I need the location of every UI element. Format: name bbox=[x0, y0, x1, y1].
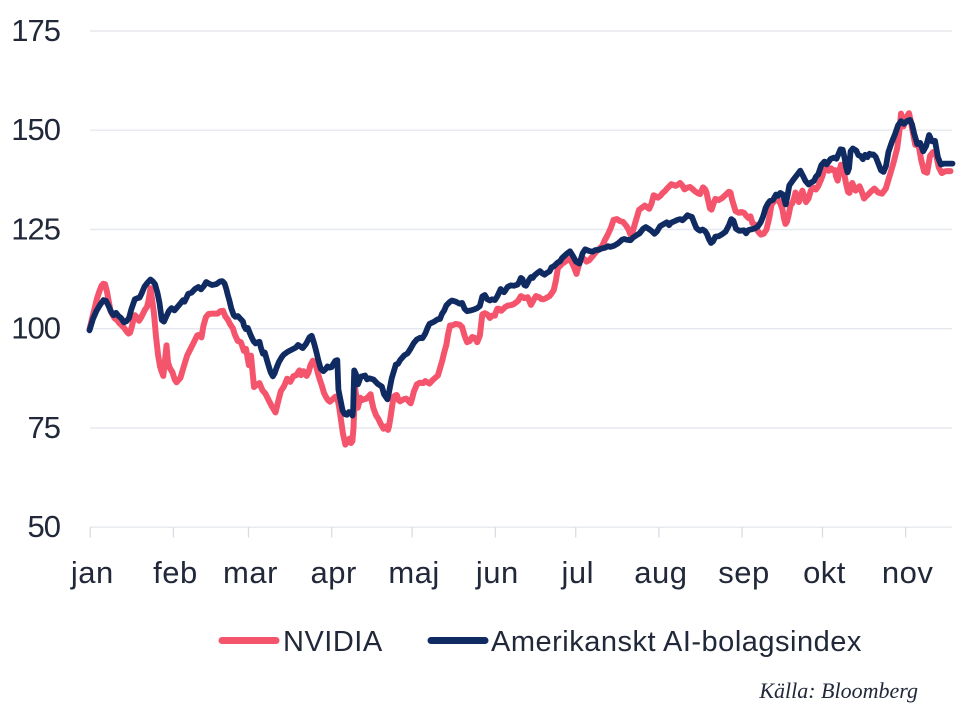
svg-text:150: 150 bbox=[11, 112, 60, 147]
svg-text:50: 50 bbox=[28, 509, 61, 544]
svg-text:maj: maj bbox=[388, 555, 439, 590]
svg-text:sep: sep bbox=[718, 555, 769, 590]
svg-text:jul: jul bbox=[560, 555, 594, 590]
svg-text:okt: okt bbox=[803, 555, 846, 590]
svg-text:nov: nov bbox=[882, 555, 933, 590]
svg-text:NVIDIA: NVIDIA bbox=[283, 626, 383, 658]
svg-text:Källa: Bloomberg: Källa: Bloomberg bbox=[758, 678, 918, 703]
svg-text:apr: apr bbox=[311, 555, 357, 590]
svg-text:jun: jun bbox=[475, 555, 519, 590]
svg-text:75: 75 bbox=[28, 410, 60, 445]
svg-text:mar: mar bbox=[223, 555, 278, 590]
svg-text:jan: jan bbox=[70, 555, 114, 590]
svg-text:feb: feb bbox=[153, 555, 198, 590]
svg-text:100: 100 bbox=[11, 311, 60, 346]
svg-text:125: 125 bbox=[11, 212, 60, 247]
svg-text:aug: aug bbox=[634, 555, 687, 590]
svg-text:Amerikanskt AI-bolagsindex: Amerikanskt AI-bolagsindex bbox=[491, 626, 862, 658]
svg-text:175: 175 bbox=[11, 13, 60, 48]
